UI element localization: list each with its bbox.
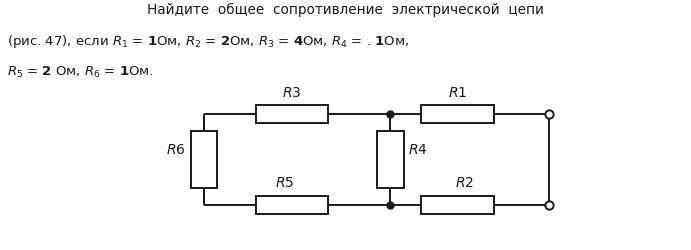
Bar (377, 131, 404, 188)
Text: $R1$: $R1$ (448, 86, 467, 100)
Bar (191, 131, 217, 188)
Bar (256, 105, 328, 123)
Bar (422, 196, 494, 214)
Text: $R6$: $R6$ (167, 143, 186, 157)
Text: $R5$: $R5$ (276, 176, 294, 190)
Bar (256, 196, 328, 214)
Text: $R2$: $R2$ (455, 176, 474, 190)
Bar (422, 105, 494, 123)
Text: (рис. 47), если $R_1$ = $\mathbf{1}$Ом, $R_2$ = $\mathbf{2}$Ом, $R_3$ = $\mathbf: (рис. 47), если $R_1$ = $\mathbf{1}$Ом, … (7, 32, 409, 50)
Text: Найдите  общее  сопротивление  электрической  цепи: Найдите общее сопротивление электрическо… (147, 2, 544, 16)
Text: $R4$: $R4$ (408, 143, 428, 157)
Text: $R_5$ = $\mathbf{2}$ Ом, $R_6$ = $\mathbf{1}$Ом.: $R_5$ = $\mathbf{2}$ Ом, $R_6$ = $\mathb… (7, 65, 153, 80)
Text: $R3$: $R3$ (283, 86, 301, 100)
